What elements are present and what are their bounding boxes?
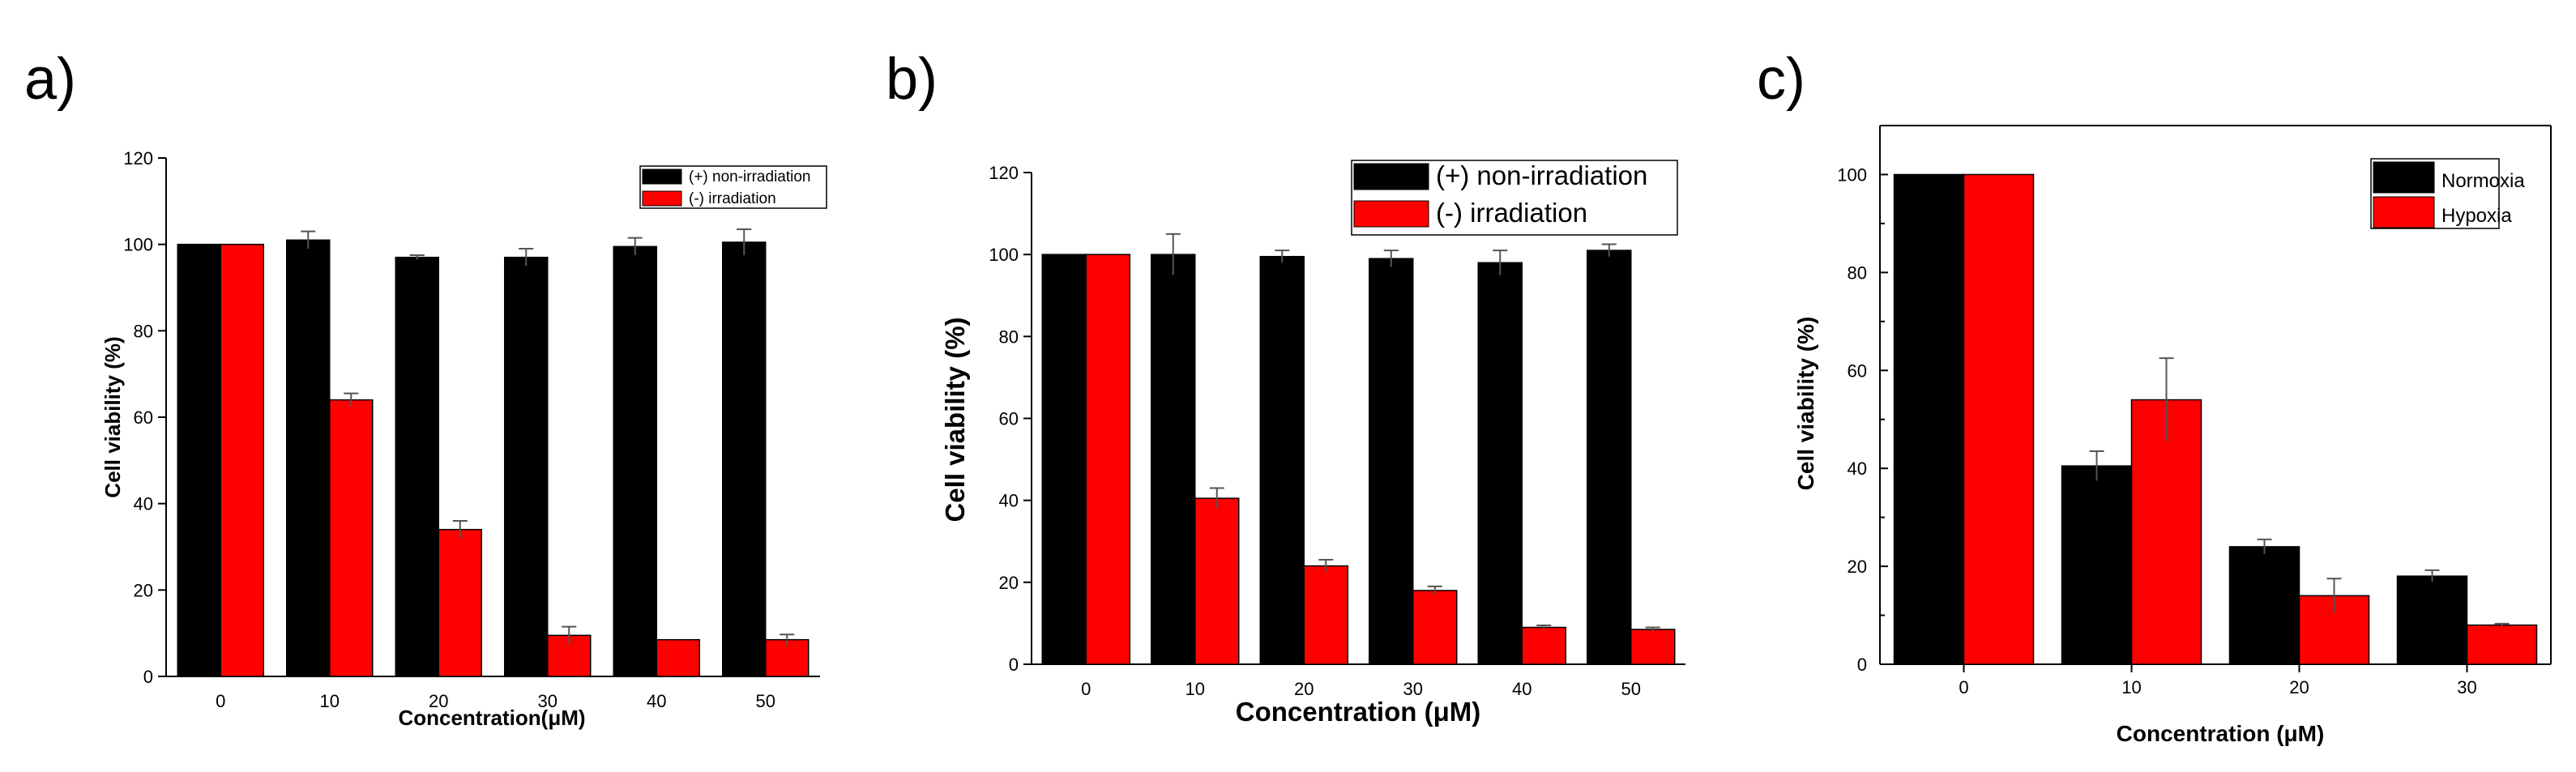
bar <box>1477 262 1523 665</box>
y-tick-label: 100 <box>989 245 1019 265</box>
chart-panel-3: c) 0 20 40 60 80 100 0 10 20 30 Concentration (μM) C… <box>1757 47 2552 746</box>
x-tick-label: 20 <box>2289 677 2309 697</box>
bar <box>1587 250 1632 665</box>
y-tick-label: 80 <box>1848 262 1867 283</box>
bar <box>1963 173 2035 665</box>
panel-label: b) <box>886 47 938 112</box>
y-tick-label: 0 <box>143 667 153 687</box>
y-tick-label: 80 <box>999 326 1019 347</box>
bar <box>1259 255 1305 665</box>
legend: (+) non-irradiation (-) irradiation <box>639 165 827 209</box>
legend-swatch <box>2373 161 2435 194</box>
y-tick-label: 20 <box>1848 557 1867 577</box>
bar <box>395 256 439 677</box>
legend-label: Hypoxia <box>2441 205 2512 227</box>
legend-label: (+) non-irradiation <box>1436 160 1647 190</box>
y-tick-label: 20 <box>134 580 153 600</box>
y-tick-label: 120 <box>989 163 1019 183</box>
x-tick-label: 0 <box>1081 679 1091 699</box>
bar <box>2228 546 2300 665</box>
legend-swatch <box>642 190 682 207</box>
x-tick-label: 10 <box>1185 679 1205 699</box>
legend: Normoxia Hypoxia <box>2370 158 2525 229</box>
y-tick-label: 60 <box>1848 360 1867 381</box>
bar <box>1630 629 1676 665</box>
y-tick-label: 40 <box>134 494 153 514</box>
legend: (+) non-irradiation (-) irradiation <box>1351 160 1678 236</box>
y-tick-label: 100 <box>123 235 153 255</box>
x-tick-label: 10 <box>320 691 340 711</box>
legend-label: (-) irradiation <box>1436 198 1587 228</box>
x-tick-label: 50 <box>756 691 775 711</box>
x-tick-label: 0 <box>1959 677 1968 697</box>
legend-swatch <box>1353 200 1429 228</box>
y-tick-label: 80 <box>134 321 153 341</box>
legend-label: (-) irradiation <box>689 190 776 207</box>
x-tick-label: 20 <box>1294 679 1314 699</box>
bar <box>438 528 482 677</box>
panel-label: c) <box>1757 47 1805 112</box>
x-tick-label: 10 <box>2121 677 2141 697</box>
y-axis-title: Cell viability (%) <box>100 336 125 497</box>
bar <box>1369 258 1414 665</box>
bar <box>1893 173 1965 665</box>
bar <box>220 243 264 677</box>
x-tick-label: 40 <box>1512 679 1532 699</box>
bar <box>2061 465 2133 665</box>
y-tick-label: 20 <box>999 573 1019 593</box>
legend-swatch <box>1353 163 1429 190</box>
x-axis-title: Concentration(μM) <box>398 706 585 730</box>
bar <box>765 638 810 677</box>
bar <box>1085 254 1130 665</box>
bar <box>722 241 767 677</box>
y-axis-title: Cell viability (%) <box>1793 317 1818 491</box>
y-axis-title: Cell viability (%) <box>940 317 970 522</box>
legend-swatch <box>2373 196 2435 228</box>
y-tick-label: 40 <box>1848 459 1867 479</box>
chart-panel-2: b) 0 20 40 60 80 100 120 0 10 20 30 40 50 Concentratio… <box>886 47 1685 727</box>
bar <box>1303 565 1348 665</box>
bar <box>613 245 657 677</box>
bar <box>1041 254 1087 665</box>
y-tick-label: 40 <box>999 491 1019 511</box>
x-axis-title: Concentration (μM) <box>1236 697 1481 727</box>
y-tick-label: 0 <box>1857 655 1867 675</box>
x-tick-label: 20 <box>429 691 448 711</box>
x-tick-label: 30 <box>2457 677 2476 697</box>
x-tick-label: 40 <box>647 691 666 711</box>
bar <box>2130 399 2202 665</box>
legend-label: (+) non-irradiation <box>689 168 811 186</box>
chart-panel-1: a) 0 20 40 60 80 100 120 0 10 20 30 40 50 Concentratio… <box>24 47 827 730</box>
bar <box>1521 626 1566 665</box>
bar <box>2466 624 2538 665</box>
x-tick-label: 50 <box>1621 679 1641 699</box>
x-tick-label: 30 <box>538 691 557 711</box>
legend-swatch <box>642 168 682 185</box>
y-tick-label: 100 <box>1837 164 1867 185</box>
x-tick-label: 0 <box>216 691 225 711</box>
bar <box>177 243 221 677</box>
bar <box>286 239 331 677</box>
bar <box>1151 254 1196 665</box>
y-tick-label: 60 <box>134 407 153 428</box>
bar <box>1194 497 1240 665</box>
y-tick-label: 60 <box>999 409 1019 429</box>
x-tick-label: 30 <box>1403 679 1423 699</box>
legend-label: Normoxia <box>2441 170 2525 192</box>
x-axis-title: Concentration (μM) <box>2117 721 2325 746</box>
bar <box>1412 590 1458 665</box>
y-tick-label: 120 <box>123 148 153 168</box>
y-tick-label: 0 <box>1009 655 1019 675</box>
bar <box>2396 575 2468 665</box>
panel-label: a) <box>24 47 76 112</box>
bar <box>656 638 700 677</box>
bar <box>329 399 374 677</box>
bar <box>504 256 549 677</box>
